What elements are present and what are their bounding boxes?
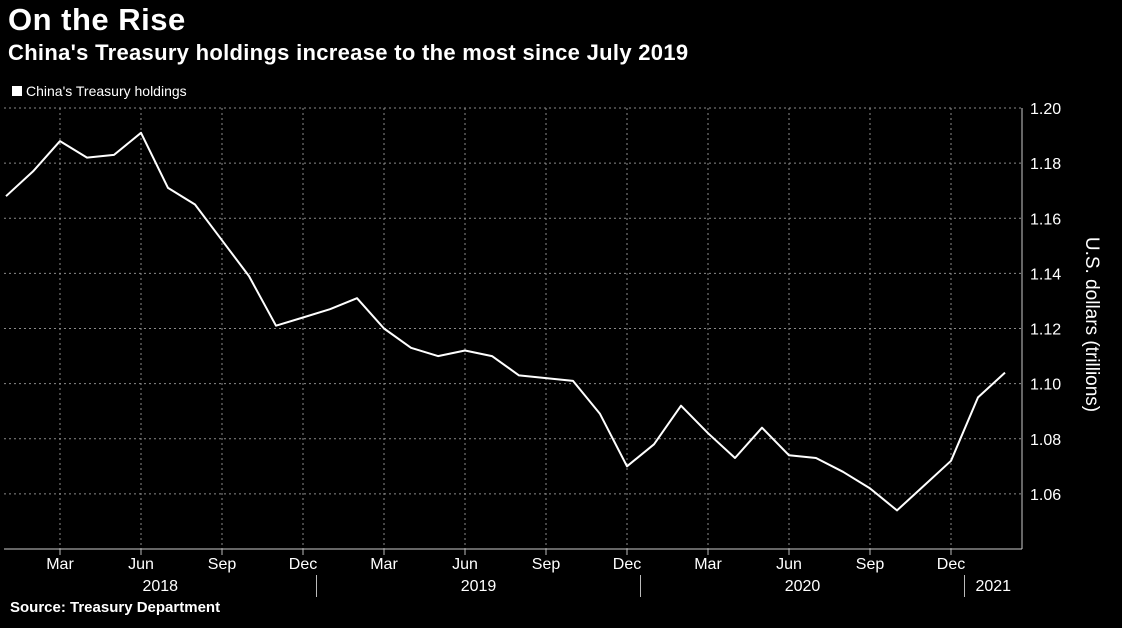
- chart-title: On the Rise: [8, 2, 186, 37]
- year-label: 2018: [142, 578, 178, 595]
- x-tick-label: Sep: [532, 556, 561, 573]
- y-tick-label: 1.20: [1030, 101, 1061, 118]
- year-label: 2019: [461, 578, 497, 595]
- y-tick-label: 1.16: [1030, 211, 1061, 228]
- year-label: 2020: [785, 578, 821, 595]
- legend-label: China's Treasury holdings: [26, 83, 187, 99]
- x-tick-label: Dec: [289, 556, 317, 573]
- y-tick-label: 1.06: [1030, 487, 1061, 504]
- year-label: 2021: [975, 578, 1011, 595]
- chart-subtitle: China's Treasury holdings increase to th…: [8, 40, 689, 65]
- x-tick-label: Dec: [937, 556, 965, 573]
- x-tick-label: Mar: [694, 556, 722, 573]
- x-tick-label: Jun: [128, 556, 154, 573]
- x-tick-label: Jun: [776, 556, 802, 573]
- x-tick-label: Dec: [613, 556, 641, 573]
- y-tick-label: 1.10: [1030, 377, 1061, 394]
- x-tick-label: Mar: [46, 556, 74, 573]
- x-tick-label: Jun: [452, 556, 478, 573]
- source-note: Source: Treasury Department: [10, 599, 221, 616]
- x-tick-label: Mar: [370, 556, 398, 573]
- series-line: [5, 131, 1006, 512]
- y-tick-label: 1.12: [1030, 322, 1061, 339]
- legend: China's Treasury holdings: [12, 83, 187, 99]
- y-tick-label: 1.14: [1030, 266, 1061, 283]
- x-tick-label: Sep: [208, 556, 237, 573]
- legend-swatch: [12, 86, 22, 96]
- y-tick-label: 1.18: [1030, 156, 1061, 173]
- y-axis-title: U.S. dollars (trillions): [1081, 237, 1102, 412]
- x-tick-label: Sep: [856, 556, 885, 573]
- y-tick-label: 1.08: [1030, 432, 1061, 449]
